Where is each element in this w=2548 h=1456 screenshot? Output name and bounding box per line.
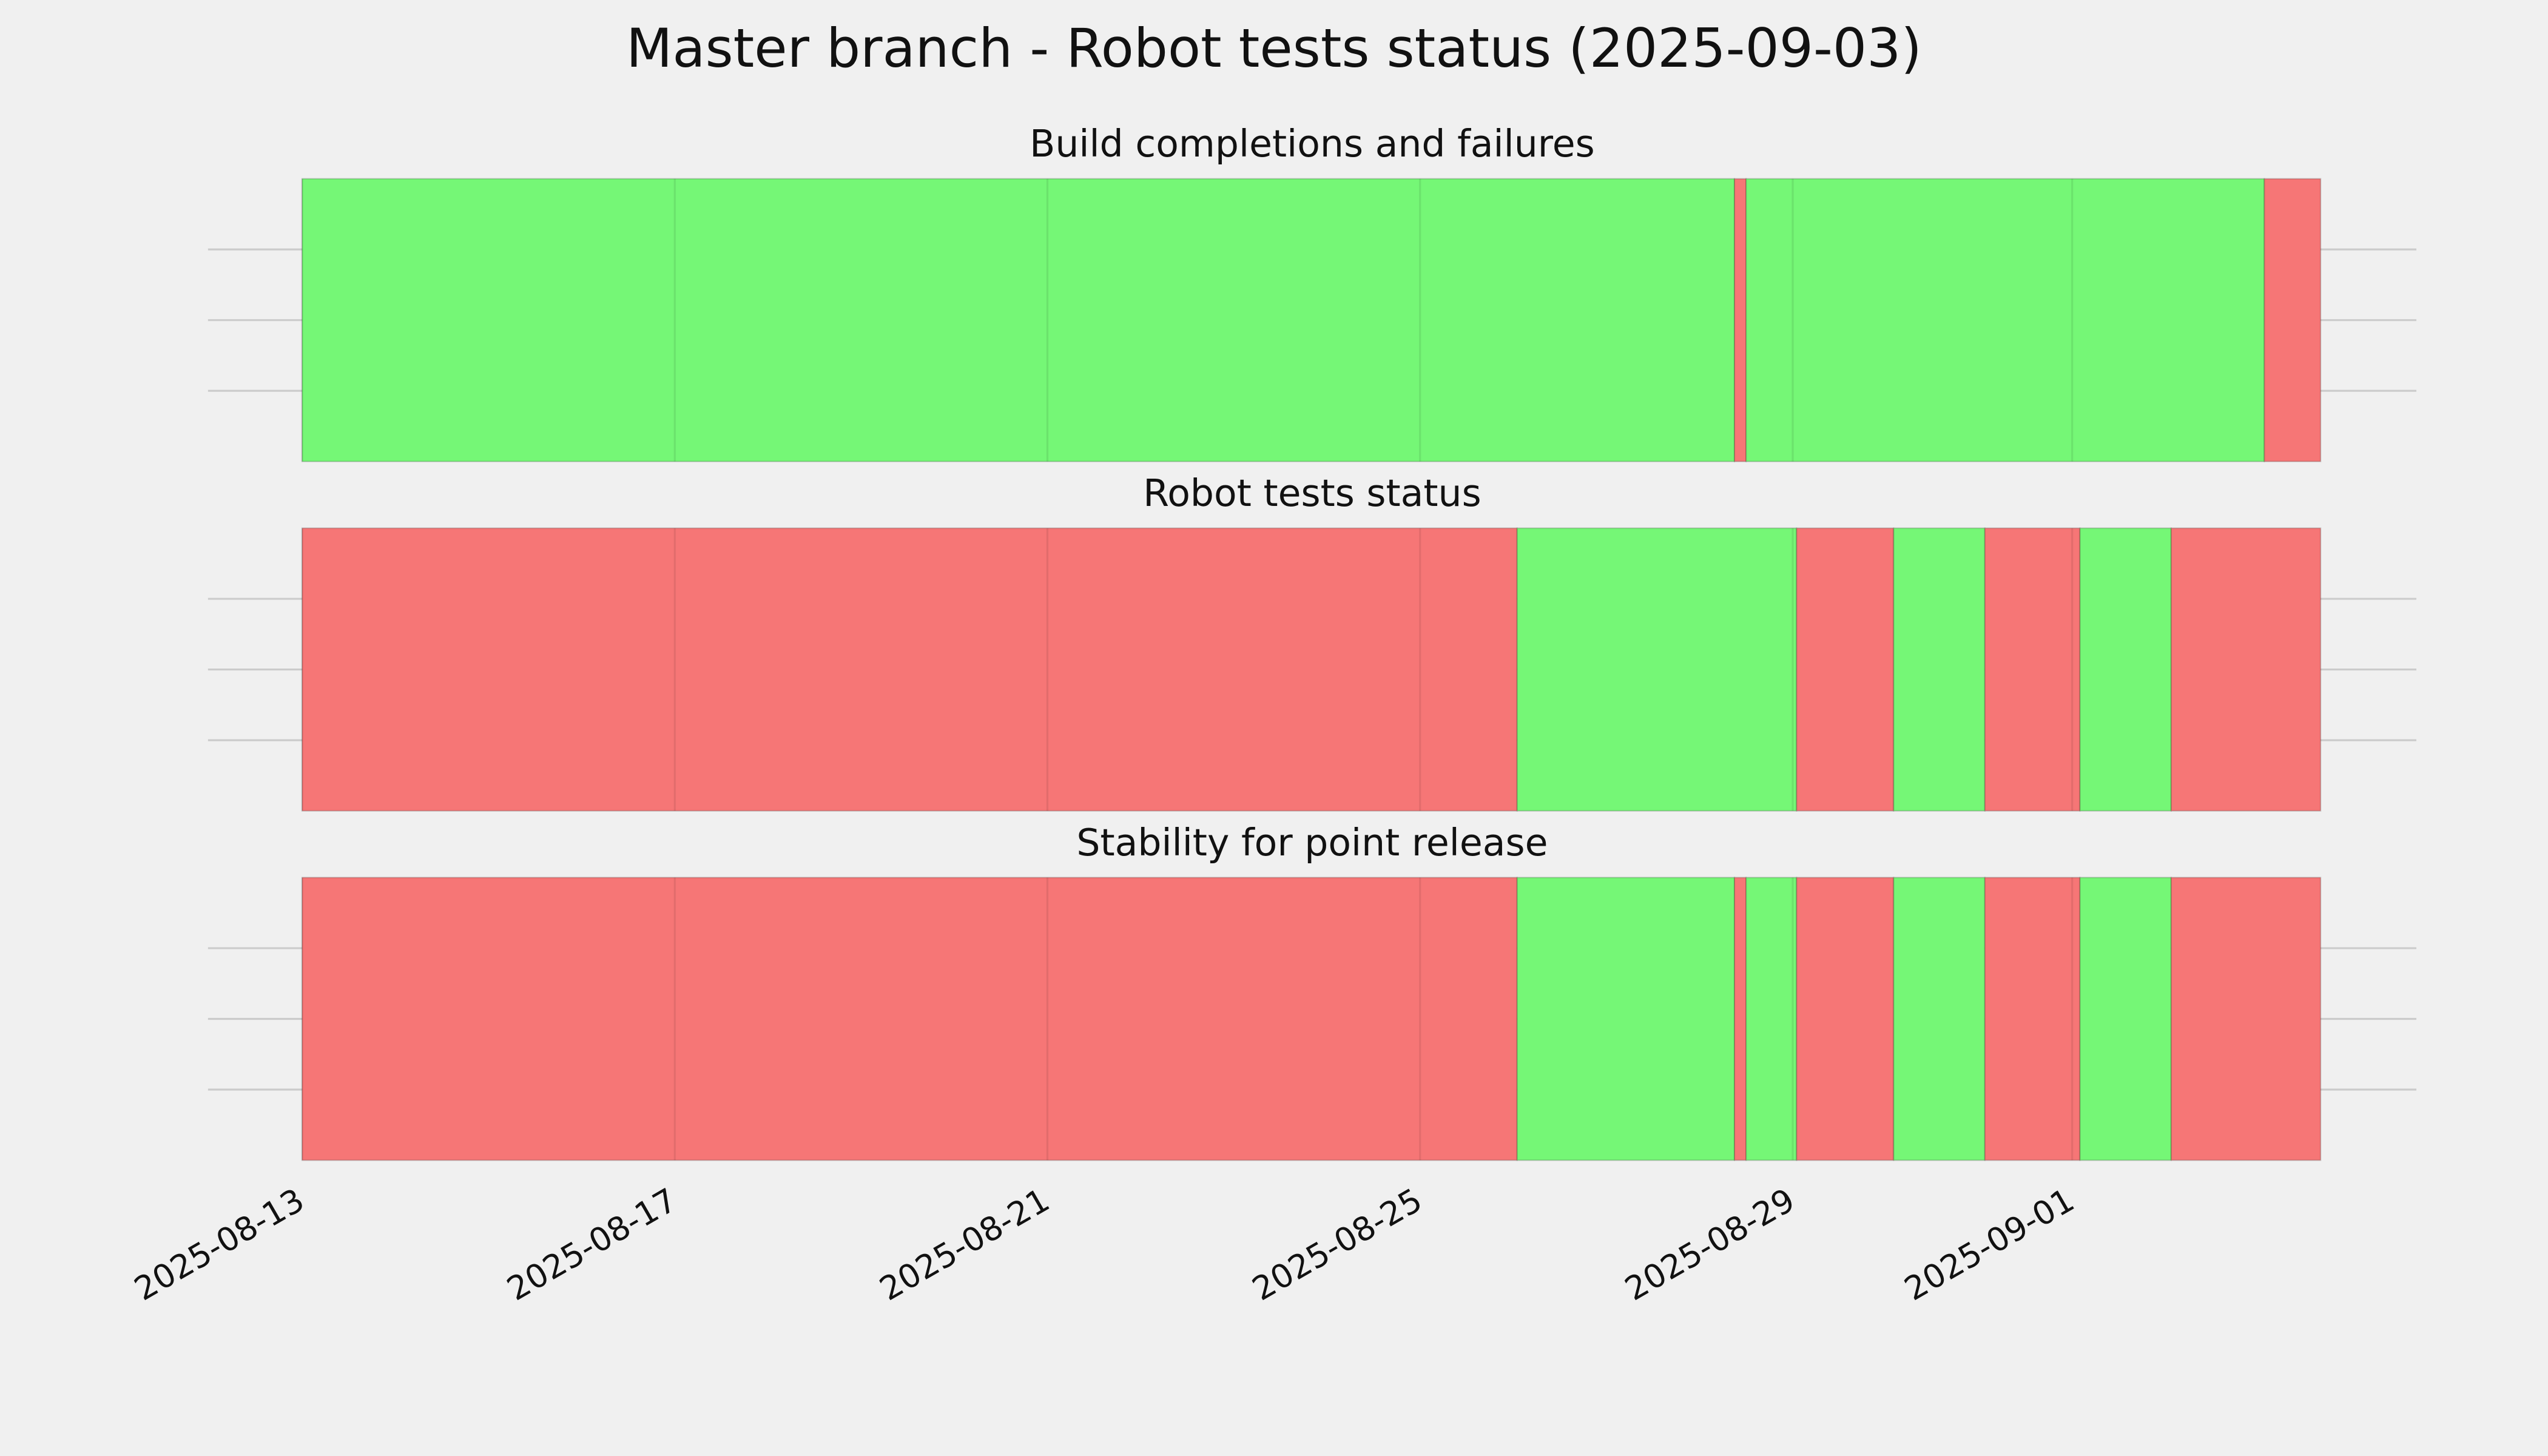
status-span xyxy=(1893,877,1986,1161)
status-span xyxy=(301,178,1736,462)
status-span xyxy=(2170,877,2322,1161)
x-tick-label: 2025-08-29 xyxy=(1619,1181,1801,1308)
subplot-title: Build completions and failures xyxy=(1030,122,1595,166)
status-span xyxy=(1796,527,1895,812)
x-tick-label: 2025-08-13 xyxy=(128,1181,311,1308)
status-span xyxy=(1516,527,1798,812)
status-span xyxy=(2079,877,2172,1161)
status-span xyxy=(2170,527,2322,812)
status-span xyxy=(1745,178,2265,462)
subplot-title: Stability for point release xyxy=(1076,821,1548,864)
status-span xyxy=(1516,877,1736,1161)
status-span xyxy=(301,877,1518,1161)
status-span xyxy=(1984,877,2081,1161)
status-span xyxy=(2079,527,2172,812)
x-tick-label: 2025-09-01 xyxy=(1898,1181,2080,1308)
chart-title: Master branch - Robot tests status (2025… xyxy=(626,17,1922,79)
status-span xyxy=(1796,877,1895,1161)
status-span xyxy=(2263,178,2322,462)
subplot-title: Robot tests status xyxy=(1143,471,1481,515)
status-span xyxy=(301,527,1518,812)
status-span xyxy=(1984,527,2081,812)
x-tick-label: 2025-08-17 xyxy=(500,1181,683,1308)
x-tick-label: 2025-08-21 xyxy=(873,1181,1056,1308)
status-span xyxy=(1745,877,1798,1161)
status-span xyxy=(1733,877,1747,1161)
x-tick-label: 2025-08-25 xyxy=(1246,1181,1429,1308)
status-span xyxy=(1733,178,1747,462)
status-span xyxy=(1893,527,1986,812)
